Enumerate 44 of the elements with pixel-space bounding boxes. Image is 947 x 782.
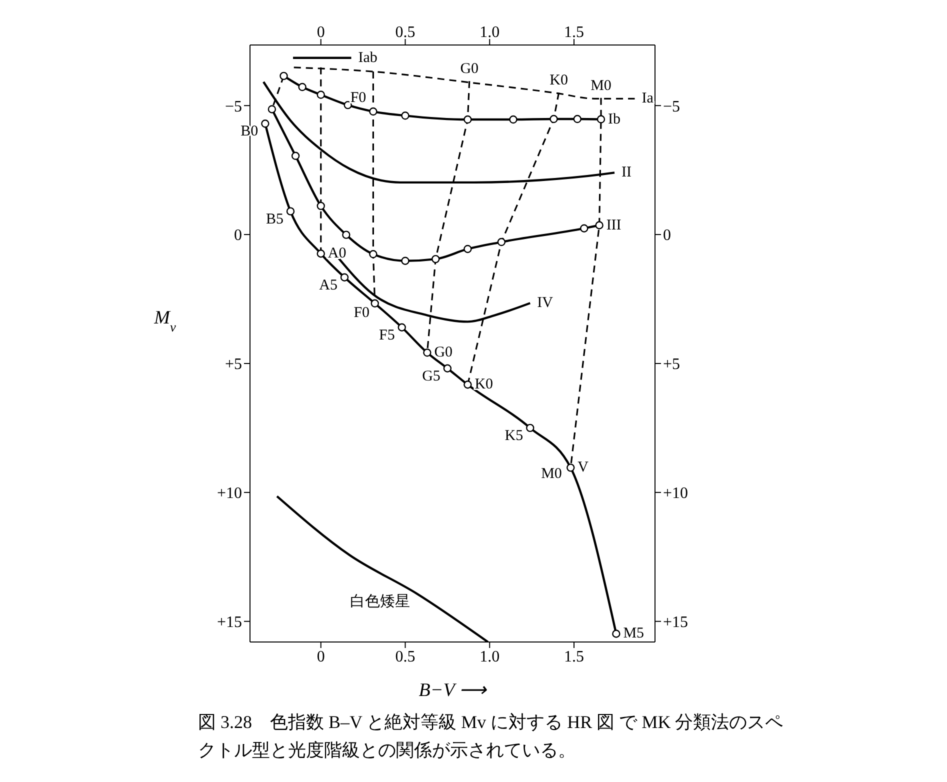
- annotation: Iab: [358, 50, 378, 66]
- annotation: K5: [504, 428, 524, 444]
- y2-tick-label: 0: [663, 227, 671, 244]
- caption: 図 3.28 色指数 B–V と絶対等級 Mv に対する HR 図 で MK 分類法のスペクトル型と光度階級との関係が示されている。: [198, 711, 784, 762]
- annotation: F0: [354, 304, 370, 321]
- annotation: II: [622, 164, 632, 181]
- annotation: M0: [541, 466, 562, 482]
- x2-tick-label: 0: [316, 24, 325, 41]
- y2-tick-label: +5: [663, 356, 680, 374]
- annotation: K0: [474, 376, 494, 393]
- annotation: M5: [623, 626, 644, 642]
- annotation: F0: [350, 90, 366, 106]
- x-tick-label: 0: [316, 648, 325, 666]
- annotation: G0: [434, 344, 453, 361]
- annotation: B5: [266, 211, 284, 228]
- annotation: 白色矮星: [350, 592, 410, 610]
- annotation: A0: [328, 246, 346, 262]
- y2-tick-label: +15: [663, 614, 688, 632]
- annotation: V: [578, 460, 589, 476]
- y-tick-label: +5: [224, 356, 242, 374]
- x2-tick-label: 0.5: [395, 24, 416, 41]
- annotation: M0: [590, 78, 612, 94]
- annotation: G0: [460, 61, 479, 78]
- y-tick-label: +10: [216, 485, 242, 502]
- y-tick-label: −5: [224, 98, 242, 116]
- y2-tick-label: −5: [663, 98, 680, 116]
- annotation: IV: [537, 295, 554, 312]
- annotation: G5: [422, 368, 440, 384]
- x-tick-label: 0.5: [395, 648, 416, 666]
- x2-tick-label: 1.5: [564, 24, 584, 41]
- annotation: K0: [550, 72, 568, 89]
- annotation: III: [606, 217, 622, 234]
- x-tick-label: 1.5: [564, 648, 584, 666]
- x-axis-title: B−V ⟶: [418, 680, 488, 701]
- annotation: Ib: [608, 111, 620, 128]
- annotation: Ia: [642, 90, 654, 107]
- y-tick-label: +15: [216, 614, 242, 632]
- annotation: F5: [379, 327, 395, 344]
- y-tick-label: 0: [234, 227, 242, 244]
- x-tick-label: 1.0: [480, 648, 500, 666]
- annotation: A5: [319, 277, 338, 294]
- y2-tick-label: +10: [663, 485, 688, 502]
- x2-tick-label: 1.0: [480, 24, 500, 41]
- y-axis-title: M$_{v}$: [153, 308, 176, 334]
